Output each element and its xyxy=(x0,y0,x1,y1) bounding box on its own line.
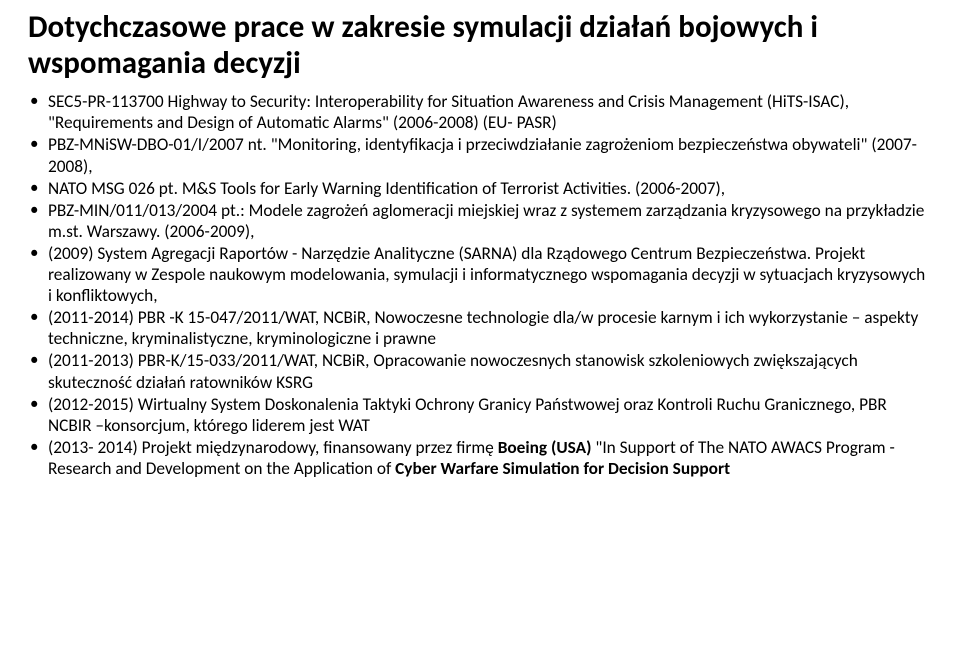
bullet-text-prefix: (2013- 2014) Projekt międzynarodowy, fin… xyxy=(48,437,498,458)
bullet-text-bold: Cyber Warfare Simulation for Decision Su… xyxy=(395,458,730,479)
list-item: PBZ-MNiSW-DBO-01/I/2007 nt. "Monitoring,… xyxy=(28,134,930,176)
bullet-list: SEC5-PR-113700 Highway to Security: Inte… xyxy=(28,91,930,479)
bullet-text: (2011-2013) PBR-K/15-033/2011/WAT, NCBiR… xyxy=(48,350,858,392)
bullet-text: (2011-2014) PBR -K 15-047/2011/WAT, NCBi… xyxy=(48,307,918,349)
slide-title: Dotychczasowe prace w zakresie symulacji… xyxy=(28,10,930,81)
bullet-text: (2009) System Agregacji Raportów - Narzę… xyxy=(48,243,925,306)
bullet-text: PBZ-MIN/011/013/2004 pt.: Modele zagroże… xyxy=(48,200,924,242)
list-item: SEC5-PR-113700 Highway to Security: Inte… xyxy=(28,91,930,133)
bullet-text-bold: Boeing (USA) xyxy=(498,437,592,458)
bullet-text: SEC5-PR-113700 Highway to Security: Inte… xyxy=(48,91,849,133)
bullet-text: NATO MSG 026 pt. M&S Tools for Early War… xyxy=(48,178,725,199)
list-item: (2011-2014) PBR -K 15-047/2011/WAT, NCBi… xyxy=(28,307,930,349)
list-item: PBZ-MIN/011/013/2004 pt.: Modele zagroże… xyxy=(28,200,930,242)
bullet-text: PBZ-MNiSW-DBO-01/I/2007 nt. "Monitoring,… xyxy=(48,134,917,176)
bullet-text: (2012-2015) Wirtualny System Doskonaleni… xyxy=(48,394,887,436)
slide-container: Dotychczasowe prace w zakresie symulacji… xyxy=(0,0,960,646)
list-item: (2013- 2014) Projekt międzynarodowy, fin… xyxy=(28,437,930,479)
list-item: (2009) System Agregacji Raportów - Narzę… xyxy=(28,243,930,306)
list-item: NATO MSG 026 pt. M&S Tools for Early War… xyxy=(28,178,930,199)
list-item: (2012-2015) Wirtualny System Doskonaleni… xyxy=(28,394,930,436)
list-item: (2011-2013) PBR-K/15-033/2011/WAT, NCBiR… xyxy=(28,350,930,392)
